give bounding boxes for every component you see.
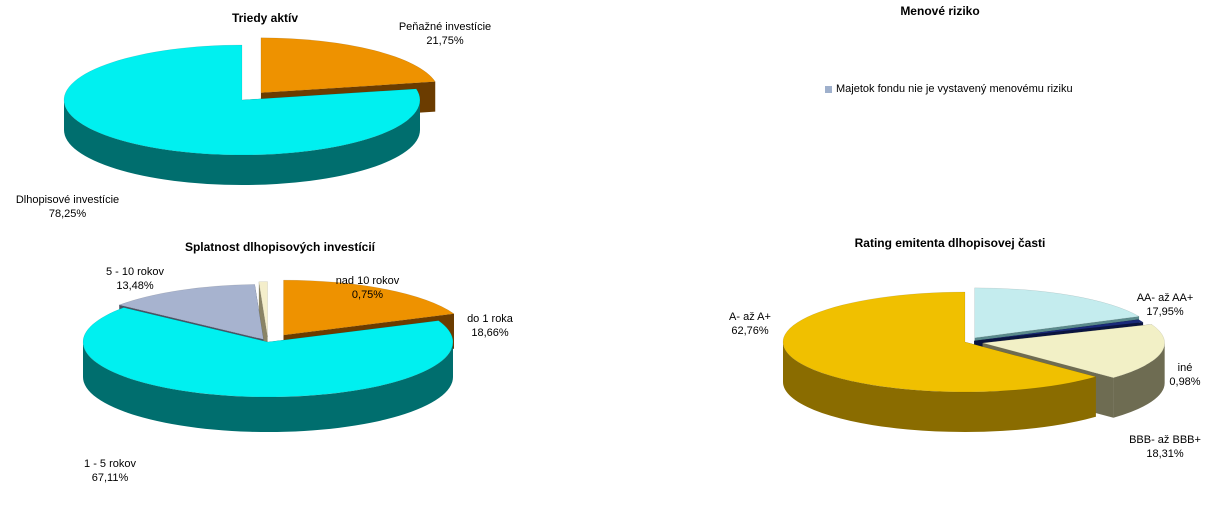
chart4-slice-label: iné [1177, 362, 1193, 374]
chart4-title: Rating emitenta dlhopisovej časti [854, 236, 1046, 250]
chart4-slice-value: 0,98% [1169, 376, 1201, 388]
chart4-slice-label: A- až A+ [729, 311, 771, 323]
chart4-label-ine: iné 0,98% [1160, 361, 1210, 389]
chart3-slice-label: 5 - 10 rokov [105, 266, 165, 278]
chart4-label-bbb: BBB- až BBB+ 18,31% [1120, 433, 1210, 461]
pie-slice [118, 284, 264, 340]
chart3-label-nad10: nad 10 rokov 0,75% [320, 274, 415, 302]
chart2-legend-swatch [825, 85, 832, 93]
chart3-slice-label: 1 - 5 rokov [84, 458, 136, 470]
pie-slice [974, 287, 1140, 339]
chart3-title: Splatnost dlhopisových investícií [184, 240, 376, 254]
pie-slice [982, 324, 1165, 378]
chart4-label-a: A- až A+ 62,76% [705, 310, 795, 338]
chart4-pie [782, 287, 1165, 432]
chart1-slice-label: Peňažné investície [398, 21, 492, 33]
chart3-slice-value: 67,11% [91, 472, 129, 484]
chart3-pie [82, 279, 455, 432]
chart1-label-dlhopisove: Dlhopisové investície 78,25% [0, 193, 135, 221]
pie-slice [782, 291, 1097, 393]
chart1-slice-value: 78,25% [48, 208, 87, 220]
pie-slice [258, 281, 268, 337]
pie-slice [974, 319, 1144, 342]
chart4-slice-value: 17,95% [1146, 306, 1184, 318]
chart4-label-aa: AA- až AA+ 17,95% [1120, 291, 1210, 319]
chart2-title: Menové riziko [900, 4, 980, 18]
chart1-slice-label: Dlhopisové investície [15, 194, 120, 206]
pie-slice [260, 37, 436, 94]
pie-slice [283, 279, 455, 336]
chart2-legend-item: Majetok fondu nie je vystavený menovému … [825, 83, 1073, 95]
chart3-label-do1: do 1 roka 18,66% [440, 312, 540, 340]
chart4-slice-label: AA- až AA+ [1136, 292, 1194, 304]
chart3-label-1-5: 1 - 5 rokov 67,11% [60, 457, 160, 485]
chart4-slice-label: BBB- až BBB+ [1129, 434, 1201, 446]
chart3-label-5-10: 5 - 10 rokov 13,48% [90, 265, 180, 293]
chart3-slice-label: do 1 roka [467, 313, 513, 325]
chart1-pie [63, 37, 436, 185]
chart3-slice-value: 13,48% [116, 280, 154, 292]
pie-slice-side [64, 100, 420, 185]
chart1-title: Triedy aktív [231, 11, 299, 25]
pie-slice-side [1113, 342, 1165, 418]
chart2-legend-label: Majetok fondu nie je vystavený menovému … [836, 83, 1073, 95]
chart1-label-penazne: Peňažné investície 21,75% [370, 20, 520, 48]
chart3-slice-value: 0,75% [351, 289, 384, 301]
chart1-slice-value: 21,75% [426, 35, 464, 47]
pie-slice-side [83, 342, 453, 432]
chart3-slice-label: nad 10 rokov [335, 275, 400, 287]
chart3-slice-value: 18,66% [471, 327, 509, 339]
pie-slice [63, 44, 421, 156]
chart4-slice-value: 18,31% [1146, 448, 1184, 460]
chart4-slice-value: 62,76% [731, 325, 769, 337]
pie-slice-side [783, 342, 1096, 432]
pie-slice [82, 307, 454, 398]
